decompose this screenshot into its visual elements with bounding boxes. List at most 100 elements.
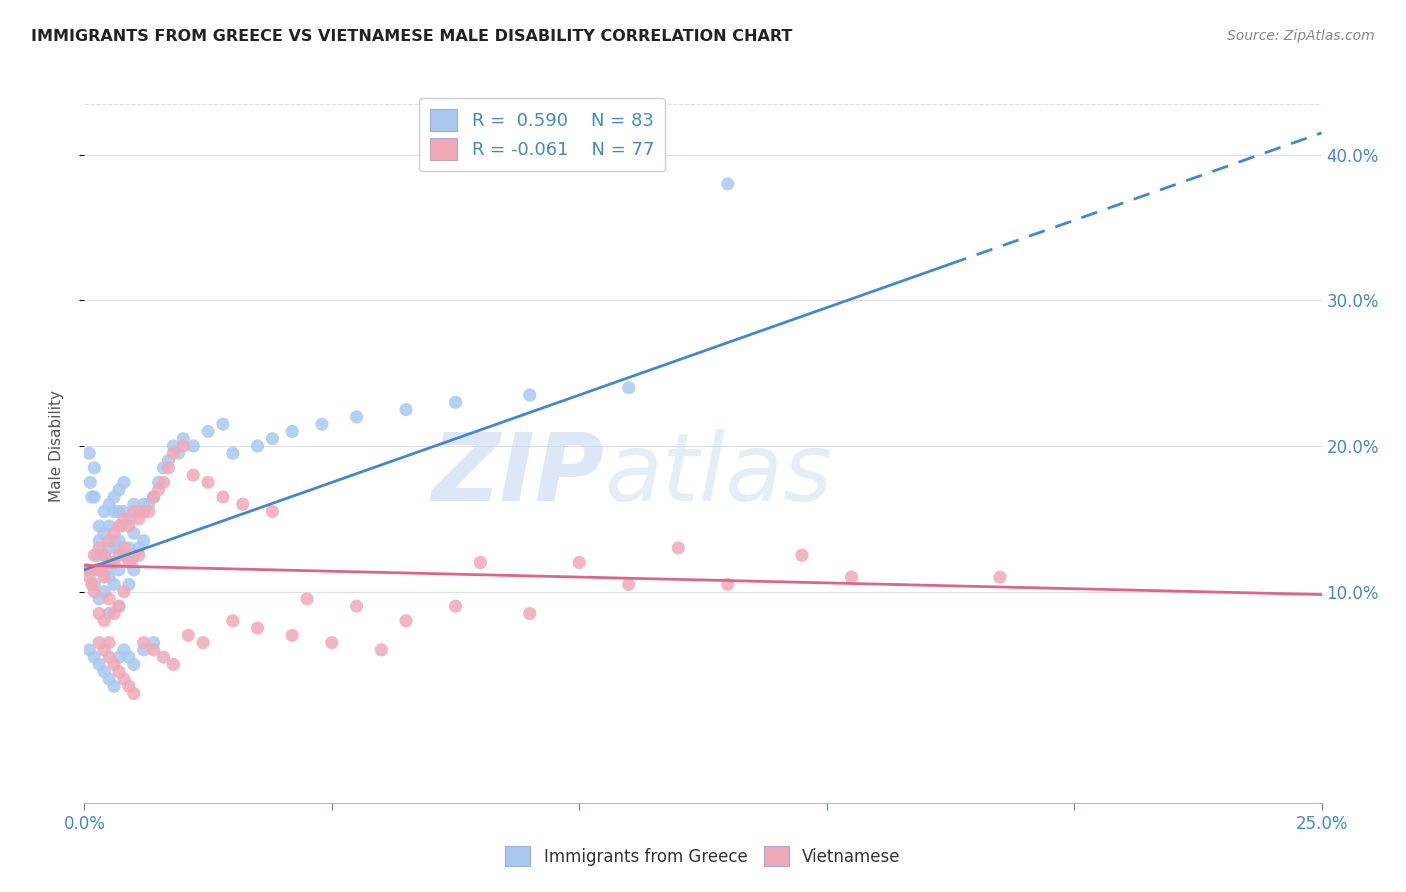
Point bbox=[90, 563, 112, 577]
Point bbox=[118, 650, 141, 665]
Point bbox=[108, 563, 131, 577]
Point bbox=[246, 621, 269, 635]
Point bbox=[122, 687, 145, 701]
Point bbox=[83, 490, 105, 504]
Point bbox=[717, 177, 740, 191]
Point bbox=[90, 563, 112, 577]
Point bbox=[262, 504, 284, 518]
Point bbox=[162, 439, 184, 453]
Point bbox=[118, 519, 141, 533]
Point bbox=[177, 628, 200, 642]
Point bbox=[108, 519, 131, 533]
Point bbox=[346, 409, 368, 424]
Point bbox=[93, 643, 115, 657]
Point bbox=[717, 577, 740, 591]
Point bbox=[108, 483, 131, 497]
Point bbox=[395, 614, 418, 628]
Point bbox=[281, 425, 304, 439]
Point bbox=[79, 475, 101, 490]
Point bbox=[148, 475, 170, 490]
Point bbox=[122, 548, 145, 562]
Point bbox=[79, 643, 101, 657]
Point bbox=[80, 577, 103, 591]
Point bbox=[103, 533, 125, 548]
Point bbox=[80, 490, 103, 504]
Point bbox=[76, 563, 98, 577]
Point bbox=[103, 679, 125, 693]
Point bbox=[83, 577, 105, 591]
Point bbox=[96, 563, 118, 577]
Point bbox=[197, 425, 219, 439]
Point bbox=[122, 563, 145, 577]
Point bbox=[181, 468, 204, 483]
Point bbox=[98, 519, 121, 533]
Point bbox=[395, 402, 418, 417]
Point bbox=[118, 556, 141, 570]
Point bbox=[157, 453, 180, 467]
Point bbox=[100, 556, 122, 570]
Point bbox=[122, 657, 145, 672]
Point bbox=[222, 614, 245, 628]
Point bbox=[197, 475, 219, 490]
Point bbox=[108, 665, 131, 679]
Point bbox=[212, 417, 235, 432]
Point bbox=[93, 614, 115, 628]
Point bbox=[128, 512, 150, 526]
Point bbox=[108, 548, 131, 562]
Text: atlas: atlas bbox=[605, 429, 832, 520]
Point bbox=[120, 556, 142, 570]
Point bbox=[103, 607, 125, 621]
Point bbox=[93, 548, 115, 562]
Point bbox=[98, 533, 121, 548]
Point bbox=[83, 584, 105, 599]
Point bbox=[152, 650, 174, 665]
Point bbox=[444, 395, 467, 409]
Point bbox=[191, 635, 214, 649]
Point bbox=[98, 672, 121, 686]
Point bbox=[98, 607, 121, 621]
Point bbox=[110, 519, 132, 533]
Point bbox=[444, 599, 467, 614]
Point bbox=[142, 490, 165, 504]
Point bbox=[93, 584, 115, 599]
Point bbox=[89, 563, 111, 577]
Point bbox=[128, 504, 150, 518]
Point bbox=[103, 577, 125, 591]
Point bbox=[83, 650, 105, 665]
Point bbox=[138, 497, 160, 511]
Point bbox=[79, 570, 101, 584]
Point bbox=[112, 584, 135, 599]
Y-axis label: Male Disability: Male Disability bbox=[49, 390, 63, 502]
Point bbox=[118, 541, 141, 555]
Legend: Immigrants from Greece, Vietnamese: Immigrants from Greece, Vietnamese bbox=[499, 839, 907, 873]
Point bbox=[112, 541, 135, 555]
Point bbox=[295, 591, 318, 606]
Point bbox=[262, 432, 284, 446]
Point bbox=[89, 591, 111, 606]
Point bbox=[89, 563, 111, 577]
Point bbox=[346, 599, 368, 614]
Point bbox=[103, 556, 125, 570]
Point bbox=[112, 512, 135, 526]
Point bbox=[112, 643, 135, 657]
Point bbox=[93, 526, 115, 541]
Point bbox=[167, 446, 190, 460]
Point bbox=[89, 519, 111, 533]
Point bbox=[152, 460, 174, 475]
Point bbox=[568, 556, 591, 570]
Point bbox=[122, 504, 145, 518]
Point bbox=[103, 526, 125, 541]
Point bbox=[103, 657, 125, 672]
Point bbox=[118, 679, 141, 693]
Point bbox=[93, 665, 115, 679]
Point bbox=[172, 439, 194, 453]
Point bbox=[108, 650, 131, 665]
Point bbox=[118, 577, 141, 591]
Point bbox=[132, 504, 155, 518]
Point bbox=[148, 483, 170, 497]
Text: ZIP: ZIP bbox=[432, 428, 605, 521]
Point bbox=[86, 563, 108, 577]
Point bbox=[98, 635, 121, 649]
Point bbox=[142, 643, 165, 657]
Point bbox=[89, 541, 111, 555]
